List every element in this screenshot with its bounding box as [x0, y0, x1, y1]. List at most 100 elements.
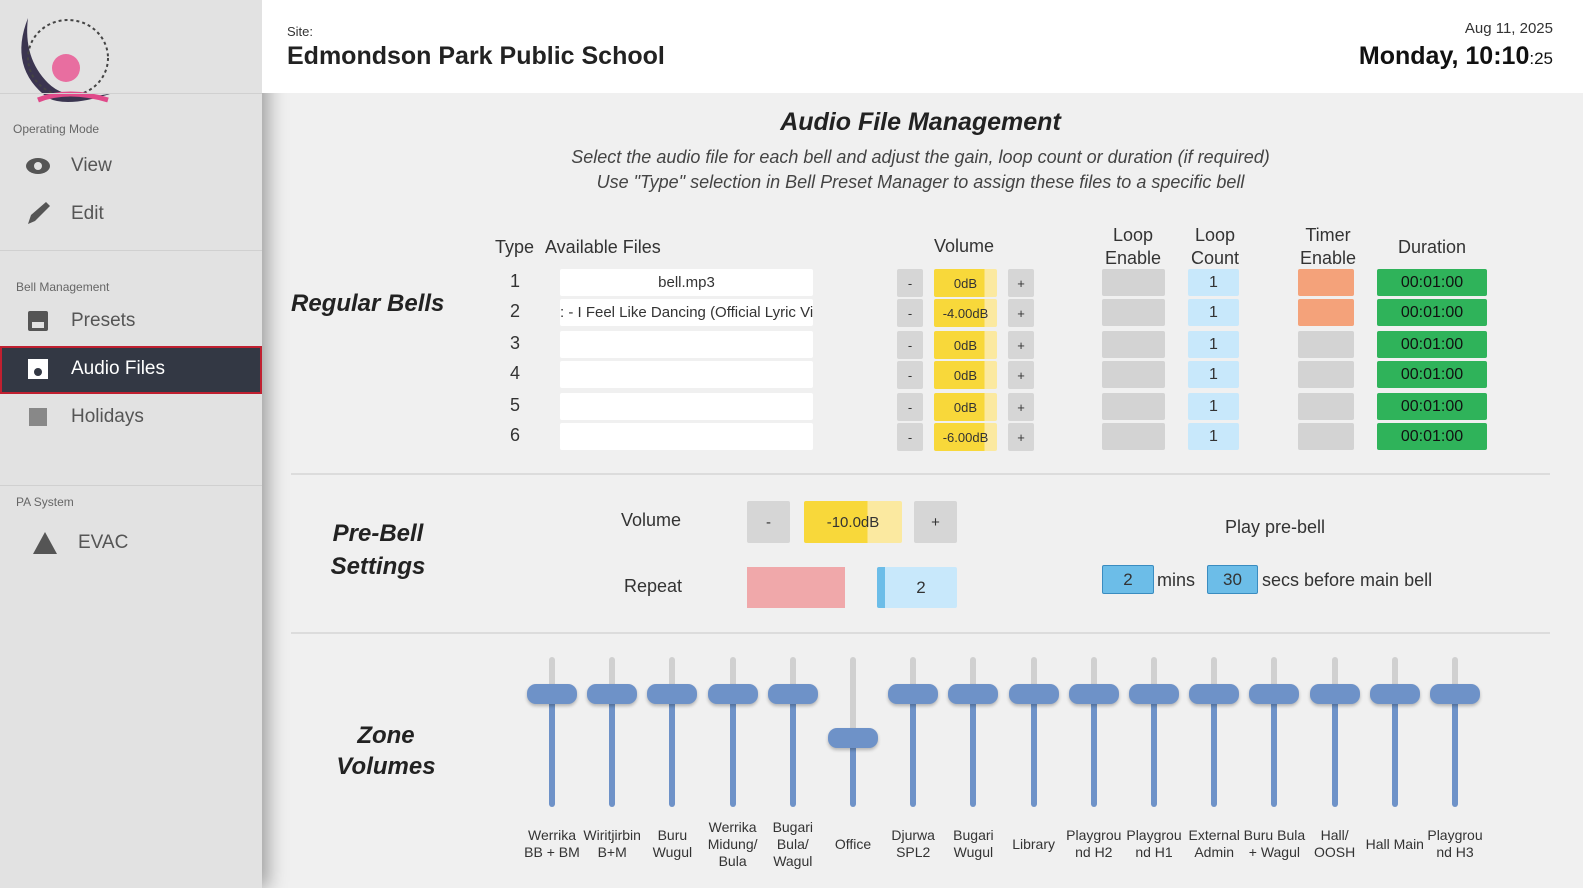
slider-fill [1391, 694, 1398, 807]
zone-label: Bugari Wugul [953, 827, 994, 860]
file-select[interactable]: : - I Feel Like Dancing (Official Lyric … [560, 299, 813, 326]
loop-count[interactable]: 1 [1188, 299, 1239, 326]
plus-button[interactable]: + [1008, 423, 1034, 451]
zone-label: Wiritjirbin B+M [583, 827, 641, 860]
timer-enable[interactable] [1298, 393, 1354, 420]
duration[interactable]: 00:01:00 [1377, 299, 1487, 326]
slider-handle[interactable] [1369, 684, 1420, 704]
slider-track [669, 657, 676, 694]
slider-handle[interactable] [948, 684, 999, 704]
file-select[interactable] [560, 393, 813, 420]
column-header: Timer Enable [1299, 225, 1357, 268]
duration[interactable]: 00:01:00 [1377, 423, 1487, 450]
plus-button[interactable]: + [1008, 331, 1034, 359]
nav-item[interactable]: EVAC [78, 532, 129, 553]
nav-item[interactable]: View [71, 155, 112, 176]
minus-button[interactable]: - [897, 269, 923, 297]
date: Aug 11, 2025 [1464, 20, 1553, 37]
plus-button[interactable]: + [1008, 361, 1034, 389]
zone-label: Bugari Bula/ Wagul [772, 818, 814, 869]
slider-fill [910, 694, 917, 807]
secs[interactable]: 30 [1207, 565, 1258, 594]
nav-item[interactable]: Presets [71, 310, 136, 331]
file-select[interactable]: bell.mp3 [560, 269, 813, 296]
loop-count[interactable]: 1 [1188, 331, 1239, 358]
slider-fill [970, 694, 977, 807]
slider-fill [549, 694, 555, 807]
column-header: Duration [1397, 237, 1467, 257]
type: 3 [509, 333, 520, 353]
plus-button[interactable]: + [1008, 393, 1034, 421]
loop-enable[interactable] [1102, 423, 1165, 450]
minus-button[interactable]: - [897, 299, 923, 327]
duration[interactable]: 00:01:00 [1377, 361, 1487, 388]
slider-handle[interactable] [1068, 684, 1119, 704]
slider-handle[interactable] [587, 684, 638, 704]
timer-enable[interactable] [1298, 269, 1354, 296]
slider-handle[interactable] [1249, 684, 1300, 704]
slider-handle[interactable] [1129, 684, 1179, 704]
timer-enable[interactable] [1298, 423, 1354, 450]
slider-fill [1030, 694, 1037, 807]
slider-fill [789, 694, 796, 807]
loop-enable[interactable] [1102, 299, 1165, 326]
timer-enable[interactable] [1298, 299, 1354, 326]
mins[interactable]: 2 [1102, 565, 1154, 594]
duration[interactable]: 00:01:00 [1377, 393, 1487, 420]
duration[interactable]: 00:01:00 [1377, 269, 1487, 296]
minus-button[interactable]: - [897, 361, 923, 389]
slider-track [910, 657, 917, 694]
slider-fill [850, 738, 856, 807]
duration[interactable]: 00:01:00 [1377, 331, 1487, 358]
nav-item[interactable]: Audio Files [71, 358, 165, 379]
minus-button[interactable]: - [897, 331, 923, 359]
slider-handle[interactable] [647, 684, 698, 704]
zone-label: Djurwa SPL2 [891, 827, 935, 860]
slider-handle[interactable] [1008, 684, 1059, 704]
slider-handle[interactable] [527, 684, 577, 704]
timer-enable[interactable] [1298, 331, 1354, 358]
file-select[interactable] [560, 331, 813, 358]
repeat[interactable]: 2 [877, 567, 957, 608]
slider-handle[interactable] [1189, 684, 1240, 704]
timer-enable[interactable] [1298, 361, 1354, 388]
slider-handle[interactable] [767, 684, 818, 704]
plus-button[interactable]: + [1008, 269, 1034, 297]
loop-count[interactable]: 1 [1188, 423, 1239, 450]
zone-label: Library [1012, 835, 1055, 852]
nav-item[interactable]: Edit [71, 203, 104, 224]
seconds: :25 [1529, 49, 1553, 68]
file-select[interactable] [560, 423, 813, 450]
column-header: Available Files [545, 237, 661, 257]
slider-track [1452, 657, 1458, 694]
label: Play pre-bell [1224, 517, 1326, 537]
nav-item[interactable]: Holidays [71, 406, 144, 427]
repeat-toggle[interactable] [747, 567, 845, 608]
minus-button[interactable]: - [897, 423, 923, 451]
zone-label: Buru Bula + Wagul [1243, 827, 1306, 860]
label: mins [1157, 570, 1196, 590]
file-select[interactable] [560, 361, 813, 388]
slider-handle[interactable] [888, 684, 939, 704]
loop-count[interactable]: 1 [1188, 361, 1239, 388]
slider-track [850, 657, 856, 738]
loop-enable[interactable] [1102, 393, 1165, 420]
loop-count[interactable]: 1 [1188, 393, 1239, 420]
type: 6 [509, 425, 520, 445]
loop-enable[interactable] [1102, 269, 1165, 296]
plus-button[interactable]: + [914, 501, 957, 543]
minus-button[interactable]: - [897, 393, 923, 421]
volume: -10.0dB [804, 501, 902, 543]
loop-enable[interactable] [1102, 361, 1165, 388]
loop-count[interactable]: 1 [1188, 269, 1239, 296]
loop-enable[interactable] [1102, 331, 1165, 358]
minus-button[interactable]: - [747, 501, 790, 543]
slider-handle[interactable] [1430, 684, 1480, 704]
type: 4 [509, 363, 520, 383]
slider-handle[interactable] [828, 728, 878, 748]
slider-handle[interactable] [1309, 684, 1360, 704]
slider-handle[interactable] [707, 684, 758, 704]
plus-button[interactable]: + [1008, 299, 1034, 327]
zone-label: Office [834, 835, 872, 852]
